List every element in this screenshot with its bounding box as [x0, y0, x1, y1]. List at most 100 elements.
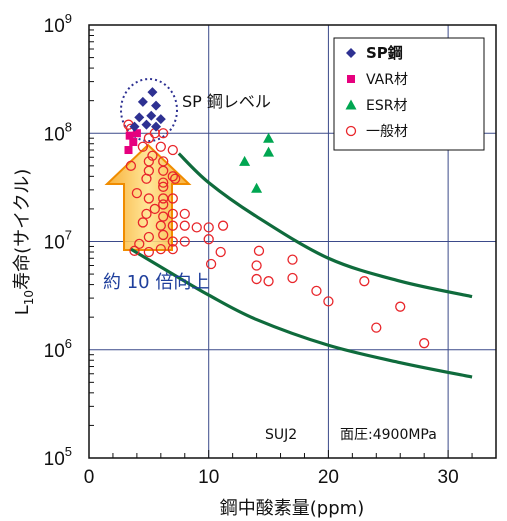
y-tick-label: 107	[44, 228, 72, 254]
data-points	[123, 87, 430, 349]
legend-marker	[345, 125, 357, 137]
data-point	[287, 254, 298, 265]
data-point	[141, 119, 152, 130]
data-point	[419, 338, 430, 349]
data-point	[203, 222, 214, 233]
data-point	[263, 146, 275, 157]
data-point	[371, 322, 382, 333]
x-tick-label: 10	[198, 467, 219, 488]
y-axis-title-sub: 10	[22, 290, 36, 305]
trend-curves	[130, 152, 473, 379]
data-point	[141, 208, 152, 220]
data-point	[239, 155, 251, 166]
data-point	[143, 133, 155, 144]
y-tick-label: 108	[44, 119, 72, 145]
axis-ticks: 0 10 20 30 105 106 107 108 109	[44, 11, 497, 488]
data-point	[143, 231, 155, 243]
data-point	[251, 273, 262, 285]
data-point	[137, 217, 149, 228]
data-point	[253, 245, 265, 256]
y-axis-title-rest: 寿命(サイクル)	[12, 169, 33, 290]
data-point	[155, 114, 166, 125]
data-point	[167, 236, 178, 247]
data-point	[167, 220, 178, 231]
data-point	[158, 199, 169, 210]
data-point	[203, 234, 214, 245]
data-point	[179, 220, 190, 231]
data-point	[251, 182, 263, 193]
pressure-label: 面圧:4900MPa	[340, 427, 437, 443]
data-point	[205, 258, 217, 270]
data-point	[132, 129, 141, 138]
data-point	[217, 220, 229, 231]
legend-marker	[346, 48, 356, 58]
legend-marker	[345, 99, 357, 110]
data-point	[158, 165, 169, 176]
data-point	[215, 246, 226, 258]
data-point	[147, 87, 158, 98]
legend-label: SP鋼	[366, 44, 403, 62]
data-point	[134, 238, 145, 250]
data-point	[129, 121, 140, 132]
y-tick-label: 105	[44, 444, 72, 470]
data-point	[179, 208, 190, 220]
data-point	[167, 171, 178, 182]
data-point	[170, 173, 181, 184]
x-tick-label: 30	[438, 467, 459, 488]
y-axis-title-main: L	[12, 305, 33, 315]
data-point	[125, 160, 137, 171]
data-point	[155, 141, 166, 152]
legend-label: VAR材	[366, 72, 408, 88]
data-point	[151, 121, 162, 132]
data-point	[251, 260, 262, 271]
x-axis-title: 鋼中酸素量(ppm)	[220, 498, 364, 519]
data-point	[359, 276, 370, 287]
x-tick-label: 0	[84, 467, 95, 488]
data-point	[149, 203, 160, 215]
data-point	[147, 150, 158, 161]
data-point	[155, 243, 166, 255]
trend-curve-1	[177, 152, 473, 299]
legend-label: ESR材	[366, 98, 407, 114]
data-point	[179, 236, 190, 247]
data-point	[158, 229, 169, 241]
data-point	[124, 146, 133, 155]
legend-marker	[347, 75, 355, 83]
y-tick-label: 109	[44, 11, 72, 37]
data-point	[137, 96, 148, 107]
data-point	[158, 177, 169, 188]
plot-frame	[88, 24, 497, 459]
data-point	[146, 110, 157, 121]
data-point	[167, 243, 178, 255]
data-point	[167, 208, 178, 220]
improvement-label: 約 10 倍向上	[103, 272, 209, 293]
data-point	[158, 181, 169, 192]
legend-label: 一般材	[366, 124, 408, 140]
data-point	[125, 131, 134, 140]
y-tick-label: 106	[44, 336, 72, 362]
data-point	[141, 173, 152, 184]
data-point	[263, 276, 274, 287]
y-axis-title: L10寿命(サイクル)	[12, 169, 36, 315]
data-point	[129, 138, 138, 147]
data-point	[395, 301, 406, 312]
sp-level-ellipse	[120, 78, 178, 142]
data-point	[129, 245, 140, 256]
data-point	[137, 141, 149, 152]
x-tick-label: 20	[318, 467, 339, 488]
data-point	[167, 144, 178, 156]
data-point	[151, 100, 162, 111]
data-point	[143, 246, 155, 258]
data-point	[263, 132, 275, 143]
data-point	[191, 222, 202, 233]
material-label: SUJ2	[265, 427, 297, 443]
data-point	[131, 187, 143, 199]
data-point	[158, 128, 169, 139]
data-point	[287, 272, 298, 284]
data-point	[311, 285, 322, 297]
data-point	[323, 296, 334, 307]
legend-box	[333, 37, 485, 151]
data-point	[143, 193, 155, 204]
